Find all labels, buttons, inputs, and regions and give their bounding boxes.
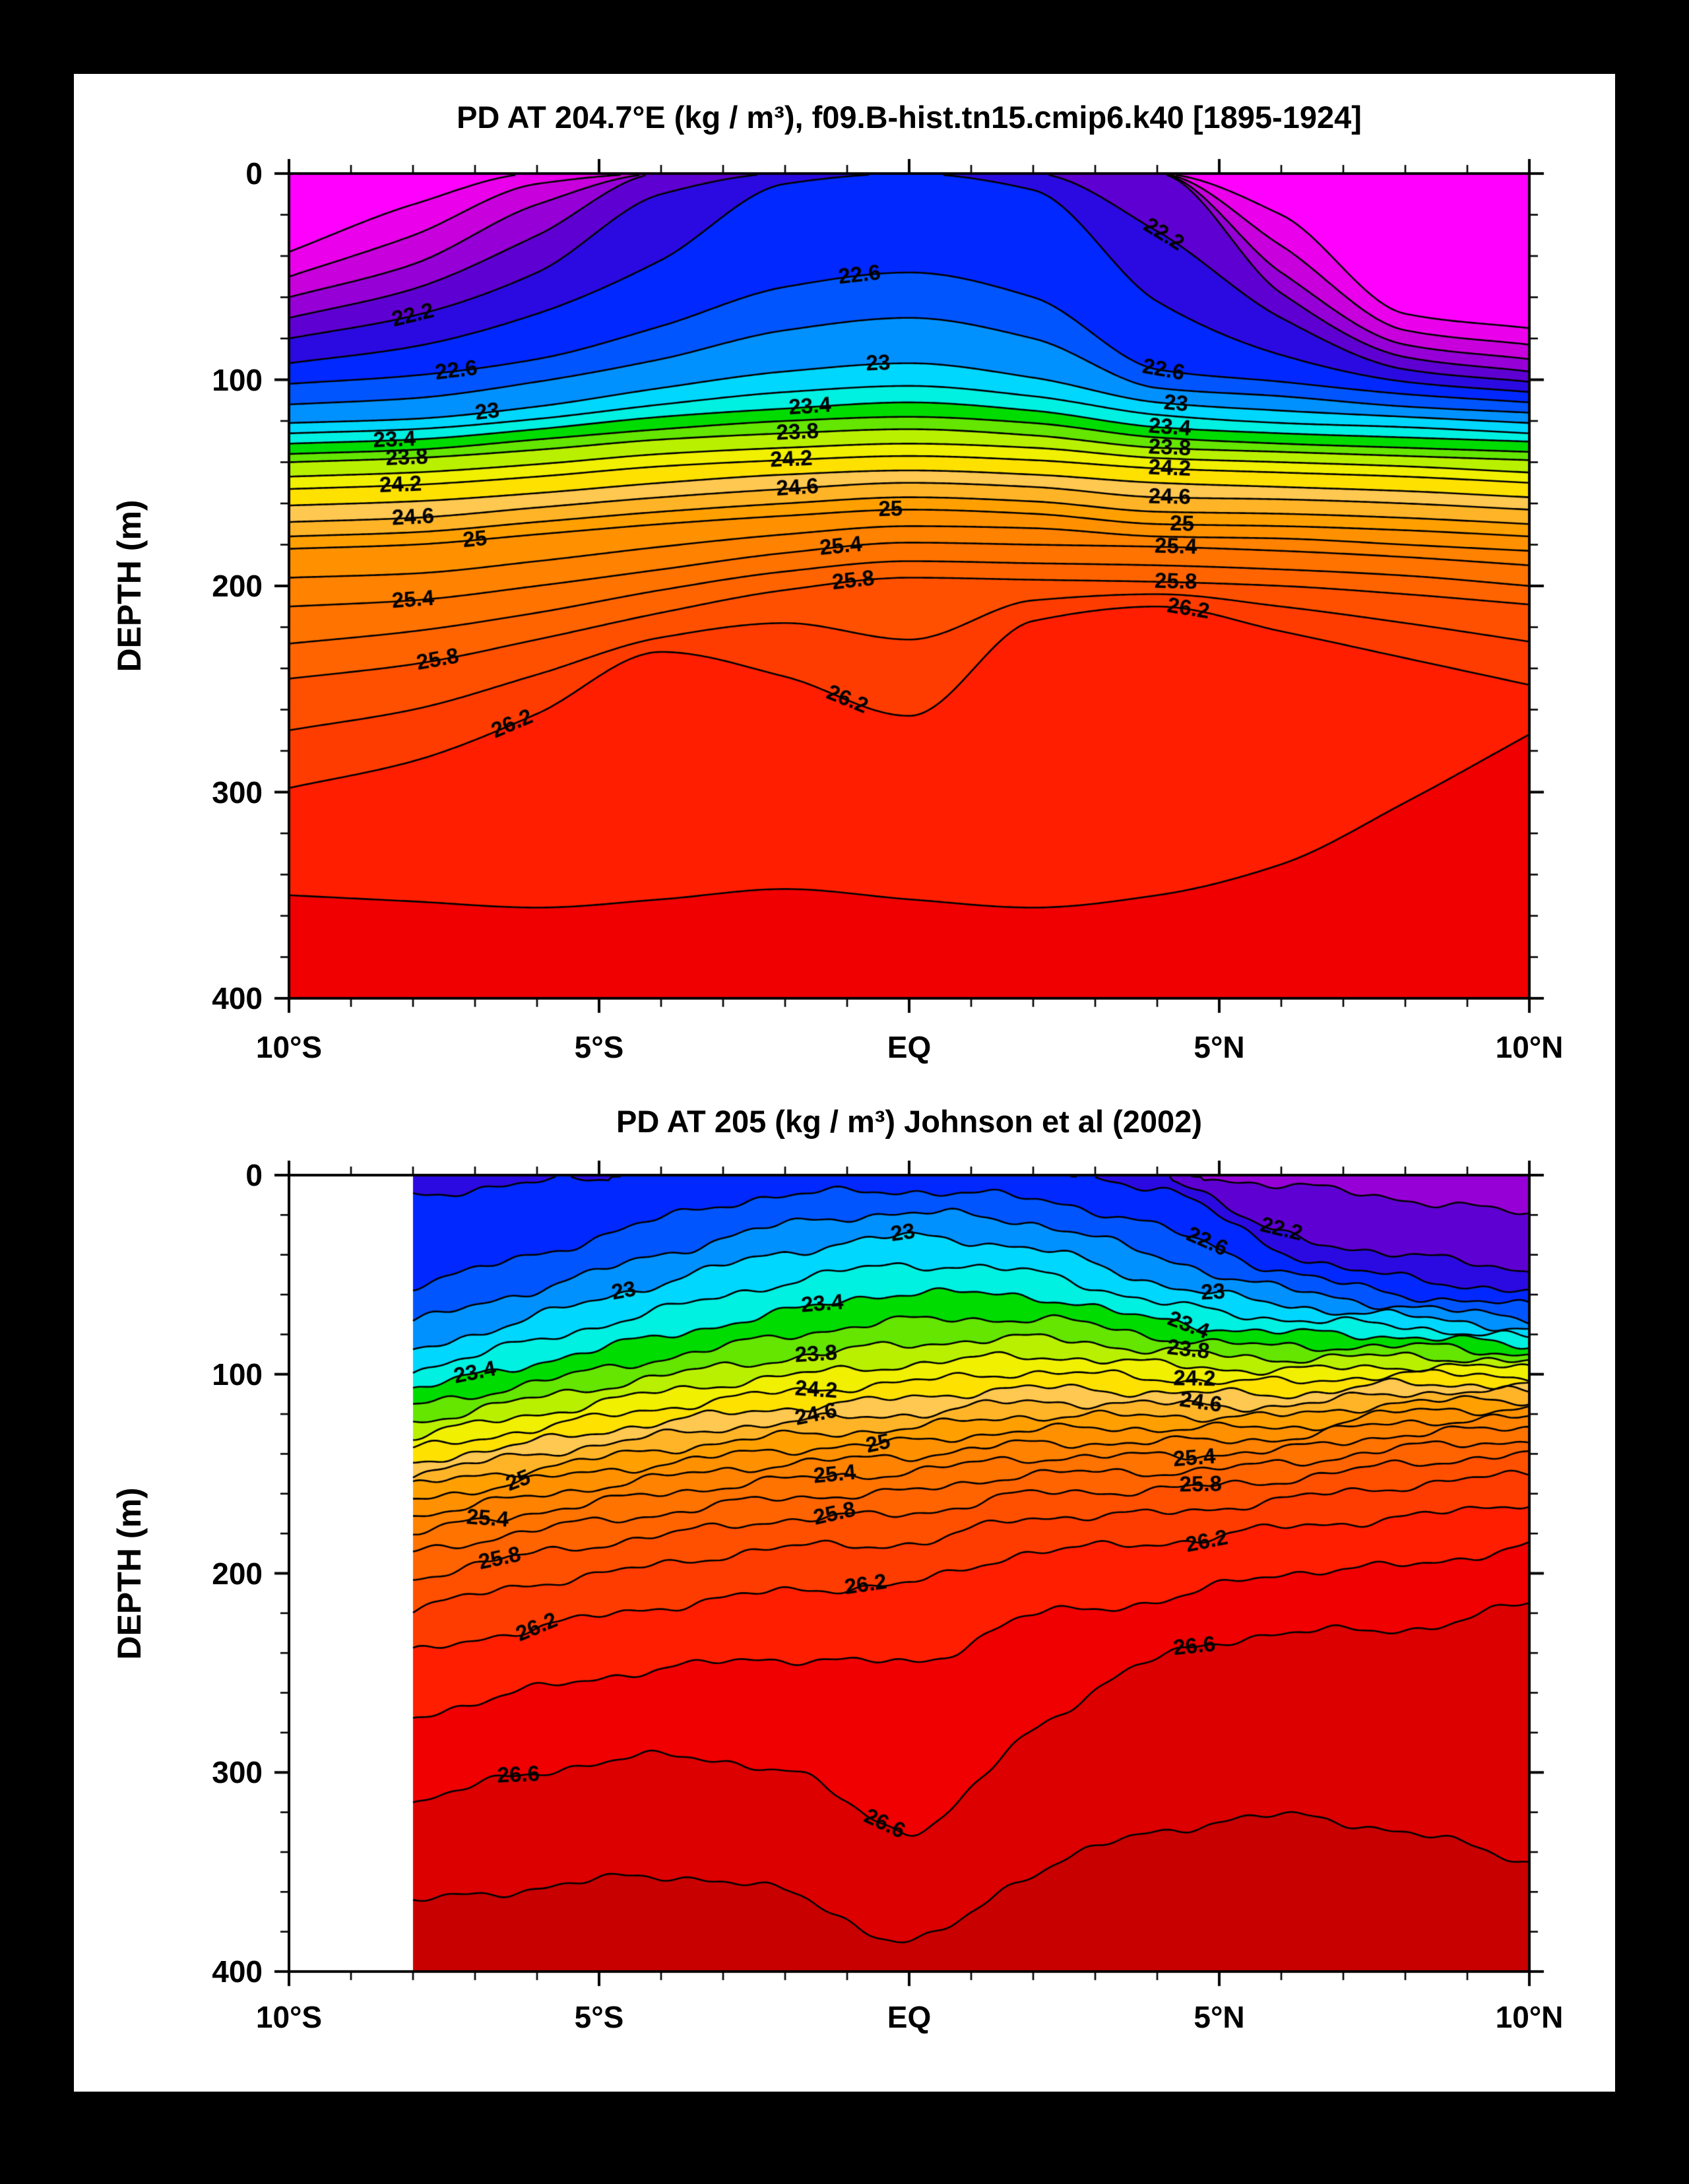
x-tick-label: 5°S	[574, 1030, 624, 1064]
x-tick-label: 5°S	[574, 2000, 624, 2034]
x-tick-label: EQ	[887, 1030, 932, 1064]
x-tick-label: 10°N	[1495, 2000, 1564, 2034]
y-tick-label: 300	[212, 775, 263, 810]
x-tick-label: 5°N	[1194, 2000, 1245, 2034]
x-tick-label: 5°N	[1194, 1030, 1245, 1064]
x-tick-label: 10°S	[255, 2000, 323, 2034]
y-tick-label: 0	[245, 156, 263, 191]
y-tick-label: 200	[212, 569, 263, 603]
y-tick-label: 400	[212, 1954, 263, 1989]
y-tick-label: 100	[212, 1357, 263, 1392]
panel-bottom-title: PD AT 205 (kg / m³) Johnson et al (2002)	[616, 1104, 1202, 1139]
x-tick-label: 10°N	[1495, 1030, 1564, 1064]
y-tick-label: 200	[212, 1556, 263, 1591]
panel-top-title: PD AT 204.7°E (kg / m³), f09.B-hist.tn15…	[457, 100, 1362, 135]
y-axis-label-top: DEPTH (m)	[111, 499, 148, 672]
y-tick-label: 300	[212, 1755, 263, 1790]
contour-plot-model	[268, 152, 1550, 1019]
y-tick-label: 100	[212, 362, 263, 397]
y-axis-label-bottom: DEPTH (m)	[111, 1487, 148, 1660]
y-tick-label: 400	[212, 981, 263, 1015]
contour-plot-observations	[268, 1154, 1550, 1993]
x-tick-label: EQ	[887, 2000, 932, 2034]
y-tick-label: 0	[245, 1158, 263, 1192]
x-tick-label: 10°S	[255, 1030, 323, 1064]
